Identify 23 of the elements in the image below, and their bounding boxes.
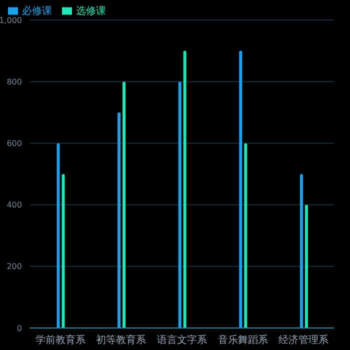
legend-label: 必修课 [22,6,52,17]
bar [178,82,182,328]
bar [118,112,121,328]
y-tick-label: 400 [6,200,22,210]
bar [239,50,242,328]
x-tick-label: 音乐舞蹈系 [218,334,268,346]
bar [56,143,60,328]
y-tick-label: 600 [6,139,22,148]
x-tick-label: 初等教育系 [96,334,146,346]
x-tick-label: 语言文字系 [157,334,207,346]
x-tick-label: 学前教育系 [35,334,86,346]
y-tick-label: 0 [16,324,22,333]
bar [62,174,65,328]
y-tick-label: 1,000 [0,16,22,25]
x-tick-label: 经济管理系 [278,334,329,346]
bar [300,174,303,328]
legend-label: 选修课 [76,6,106,17]
y-tick-label: 200 [6,262,22,272]
bar [122,82,126,328]
bar [244,143,248,328]
bar [304,204,308,328]
bar [183,50,186,328]
y-tick-label: 800 [6,77,22,86]
